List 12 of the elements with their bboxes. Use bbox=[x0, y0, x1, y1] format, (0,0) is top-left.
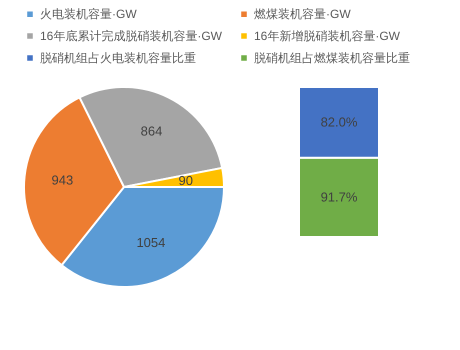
data-label: 864 bbox=[140, 123, 162, 138]
legend-label: 燃煤装机容量·GW bbox=[254, 7, 352, 22]
data-label: 943 bbox=[52, 172, 74, 188]
data-label: 82.0% bbox=[320, 114, 358, 130]
legend-label: 脱硝机组占火电装机容量比重 bbox=[40, 51, 196, 65]
data-label: 1054 bbox=[136, 234, 166, 250]
data-label: 90 bbox=[178, 173, 193, 188]
legend-label: 16年底累计完成脱硝装机容量·GW bbox=[40, 29, 223, 43]
data-label: 91.7% bbox=[320, 189, 358, 204]
legend-label: 脱硝机组占燃煤装机容量比重 bbox=[254, 51, 410, 65]
legend-label: 火电装机容量·GW bbox=[40, 7, 138, 22]
legend-label: 16年新增脱硝装机容量·GW bbox=[254, 29, 401, 43]
